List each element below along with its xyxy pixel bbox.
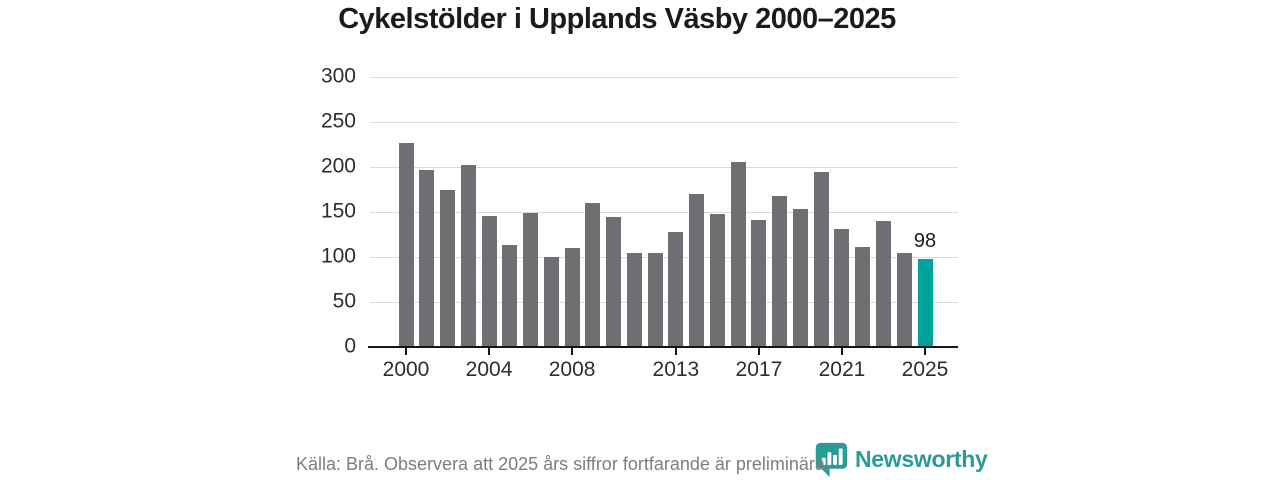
bar-2025-highlight	[917, 258, 933, 347]
gridline	[370, 212, 958, 213]
bar-2024	[896, 252, 912, 347]
gridline	[370, 122, 958, 123]
bar-2008	[564, 248, 580, 347]
bar-2000	[398, 142, 414, 347]
bar-2012	[647, 252, 663, 347]
x-axis-label: 2013	[652, 358, 700, 381]
x-axis-tick	[488, 347, 491, 355]
bar-2003	[460, 165, 476, 347]
x-axis-line	[368, 346, 958, 348]
bar-2015	[709, 213, 725, 347]
y-axis-label: 0	[344, 334, 356, 358]
x-axis-tick	[924, 347, 926, 355]
bar-2007	[543, 257, 559, 347]
bar-chart-bubble-icon	[815, 442, 848, 478]
bar-2006	[523, 212, 539, 347]
x-axis-label: 2017	[735, 358, 783, 381]
bar-2017	[751, 220, 767, 347]
bar-value-label: 98	[913, 229, 937, 252]
bar-2020	[813, 172, 829, 347]
x-axis-tick	[757, 347, 760, 355]
gridline	[370, 77, 958, 78]
newsworthy-logo-text: Newsworthy	[855, 445, 988, 472]
y-axis-label: 300	[320, 64, 356, 88]
gridline	[370, 302, 958, 303]
x-axis-label: 2025	[901, 358, 949, 381]
x-axis-label: 2000	[382, 358, 430, 381]
bar-2010	[606, 216, 622, 347]
y-axis: 0 50 100 150 200 250 300	[0, 65, 356, 358]
y-axis-label: 200	[320, 154, 356, 178]
bar-2002	[440, 190, 456, 347]
x-axis-tick	[840, 347, 843, 355]
bar-2021	[834, 229, 850, 347]
y-axis-label: 100	[320, 244, 356, 268]
x-axis-tick	[674, 347, 677, 355]
y-axis-label: 250	[320, 109, 356, 133]
source-note: Källa: Brå. Observera att 2025 års siffr…	[296, 454, 830, 474]
x-axis-label: 2004	[465, 358, 513, 381]
chart-title: Cykelstölder i Upplands Väsby 2000–2025	[338, 3, 896, 35]
y-axis-label: 150	[320, 199, 356, 223]
bar-2005	[502, 245, 518, 347]
plot-area: 98 2000 2004 2008 2013 2017 2021 2025	[368, 77, 958, 381]
bar-2016	[730, 161, 746, 347]
bar-2009	[585, 203, 601, 347]
bar-2022	[855, 247, 871, 347]
bar-2018	[772, 195, 788, 347]
x-axis-tick	[571, 347, 574, 355]
bar-2001	[419, 169, 435, 347]
x-axis-tick	[405, 347, 407, 355]
bar-2011	[626, 252, 642, 347]
x-axis-label: 2008	[548, 358, 596, 381]
bar-2023	[875, 221, 891, 347]
bar-2004	[481, 215, 497, 347]
gridline	[370, 167, 958, 168]
newsworthy-logo: Newsworthy	[813, 441, 988, 479]
y-axis-label: 50	[332, 289, 356, 313]
x-axis-label: 2021	[818, 358, 866, 381]
bar-2014	[689, 194, 705, 347]
bar-2019	[792, 209, 808, 347]
gridline	[370, 257, 958, 258]
bar-2013	[668, 231, 684, 347]
